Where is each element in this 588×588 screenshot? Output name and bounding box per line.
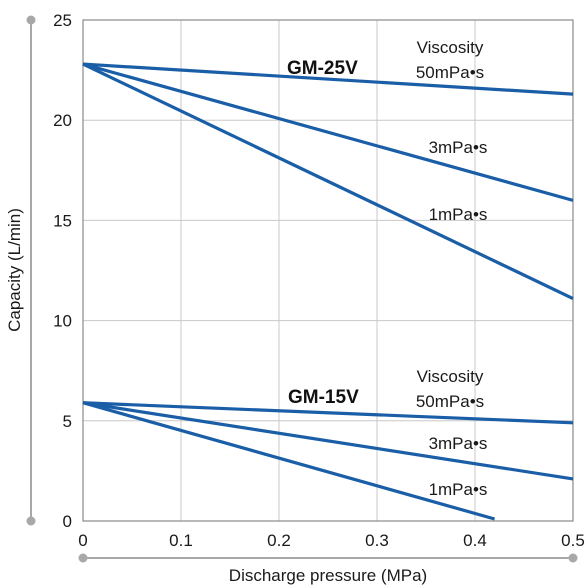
gm15-1mpas-label: 1mPa•s bbox=[429, 480, 488, 499]
y-tick-label: 15 bbox=[53, 211, 72, 230]
plot-frame bbox=[82, 19, 574, 522]
y-tick-labels: 0 5 10 15 20 25 bbox=[53, 11, 72, 531]
gm25-model-label: GM-25V bbox=[287, 58, 358, 79]
x-tick-label: 0.1 bbox=[169, 531, 193, 550]
series-line-6 bbox=[82, 401, 496, 521]
x-tick-labels: 0 0.1 0.2 0.3 0.4 0.5 bbox=[78, 531, 585, 550]
series-line-5 bbox=[82, 401, 574, 481]
series-line-1 bbox=[82, 62, 574, 96]
gm25-50mpas-label: 50mPa•s bbox=[416, 63, 484, 82]
gm25-viscosity-word: Viscosity bbox=[417, 38, 484, 57]
gm25-1mpas-label: 1mPa•s bbox=[429, 205, 488, 224]
x-tick-label: 0.3 bbox=[365, 531, 389, 550]
y-axis-title: Capacity (L/min) bbox=[5, 208, 24, 332]
y-tick-label: 10 bbox=[53, 312, 72, 331]
x-axis-decoration bbox=[78, 553, 578, 563]
gm15-model-label: GM-15V bbox=[288, 387, 359, 408]
gm15-50mpas-label: 50mPa•s bbox=[416, 392, 484, 411]
gm15-3mpas-label: 3mPa•s bbox=[429, 434, 488, 453]
series-line-4 bbox=[82, 401, 574, 425]
y-tick-label: 5 bbox=[63, 412, 72, 431]
x-axis-deco-dot-right bbox=[568, 553, 578, 563]
x-tick-label: 0.5 bbox=[561, 531, 585, 550]
y-tick-label: 25 bbox=[53, 11, 72, 30]
x-tick-label: 0.4 bbox=[463, 531, 487, 550]
x-tick-label: 0.2 bbox=[267, 531, 291, 550]
y-axis-deco-dot-top bbox=[26, 15, 36, 25]
y-tick-label: 20 bbox=[53, 111, 72, 130]
y-axis-decoration bbox=[26, 15, 36, 526]
series-layer bbox=[82, 62, 574, 521]
y-tick-label: 0 bbox=[63, 512, 72, 531]
gm15-viscosity-word: Viscosity bbox=[417, 367, 484, 386]
gm25-3mpas-label: 3mPa•s bbox=[429, 138, 488, 157]
x-tick-label: 0 bbox=[78, 531, 87, 550]
series-line-2 bbox=[82, 62, 574, 202]
y-axis-deco-dot-bottom bbox=[26, 516, 36, 526]
x-axis-deco-dot-left bbox=[78, 553, 88, 563]
x-axis-title: Discharge pressure (MPa) bbox=[229, 566, 427, 585]
series-line-3 bbox=[82, 62, 574, 301]
grid bbox=[83, 20, 573, 521]
